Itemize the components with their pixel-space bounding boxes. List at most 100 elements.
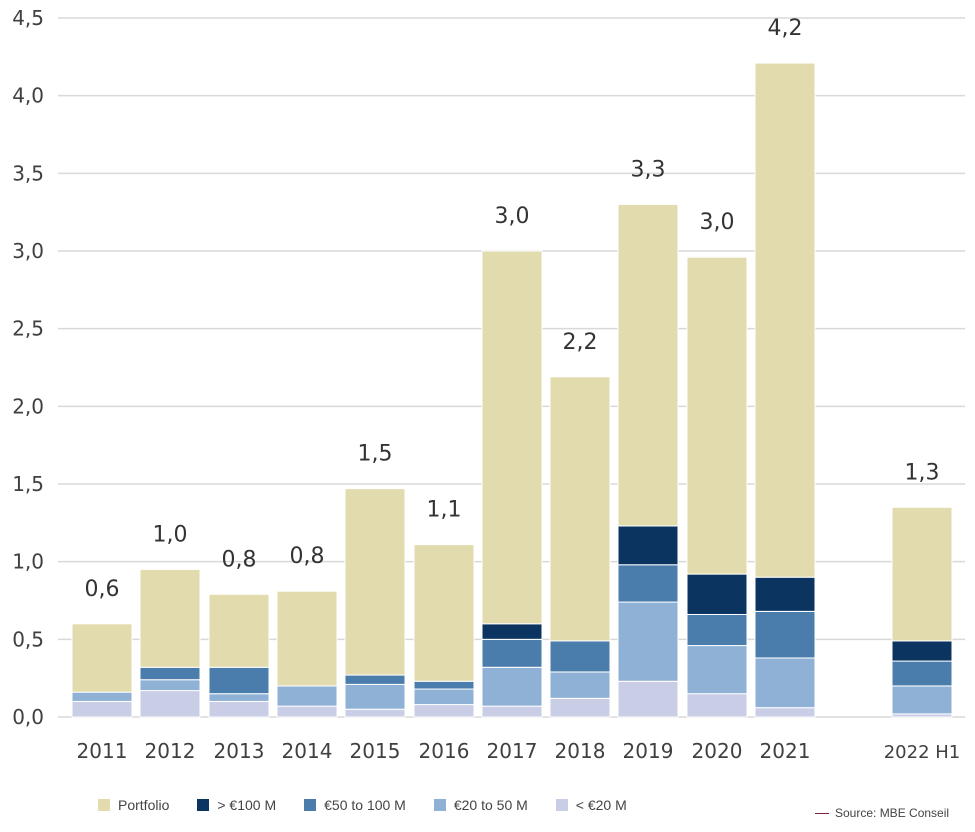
total-label: 2,2: [563, 330, 598, 355]
x-tick-label: 2017: [487, 739, 538, 763]
y-tick-label: 4,5: [12, 6, 44, 30]
bar-segment: [481, 623, 543, 640]
bar-segment: [617, 203, 679, 527]
bar-segment: [413, 544, 475, 682]
bar-segment: [139, 679, 201, 692]
bar-segment: [413, 680, 475, 690]
bar-segment: [139, 666, 201, 681]
bar-segment: [344, 674, 406, 685]
bar-segment: [891, 685, 953, 715]
total-label: 4,2: [768, 16, 803, 41]
x-tick-label: 2012: [145, 739, 196, 763]
total-label: 1,0: [153, 522, 188, 547]
legend: Portfolio > €100 M €50 to 100 M €20 to 5…: [98, 797, 627, 813]
bar-segment: [754, 707, 816, 718]
bar-segment: [686, 573, 748, 615]
bar-segment: [891, 660, 953, 687]
bar-segment: [71, 623, 133, 693]
y-axis: 0,0 0,5 1,0 1,5 2,0 2,5 3,0 3,5 4,0 4,5: [12, 6, 44, 729]
bar-segment: [891, 506, 953, 642]
x-tick-label: 2015: [350, 739, 401, 763]
bar-segment: [276, 590, 338, 687]
total-label: 0,8: [290, 544, 325, 569]
bar-segment: [549, 671, 611, 699]
bar-segment: [754, 576, 816, 612]
total-label: 3,0: [700, 210, 735, 235]
bar-segment: [413, 704, 475, 718]
legend-item-20-to-50m: €20 to 50 M: [433, 797, 528, 813]
legend-item-50-to-100m: €50 to 100 M: [304, 797, 406, 813]
bar-segment: [344, 488, 406, 676]
y-tick-label: 0,0: [12, 705, 44, 729]
bar-segment: [413, 688, 475, 706]
x-tick-label: 2011: [77, 739, 128, 763]
bar-segment: [686, 613, 748, 647]
x-tick-label: 2022 H1: [884, 742, 961, 763]
bar-segment: [891, 640, 953, 662]
x-axis: 2011 2012 2013 2014 2015 2016 2017 2018 2019 2020…: [77, 739, 961, 763]
legend-label-portfolio: Portfolio: [118, 797, 170, 813]
bar-segment: [686, 256, 748, 575]
bar-segment: [481, 705, 543, 718]
total-label: 3,3: [631, 157, 666, 182]
bar-segment: [139, 568, 201, 668]
total-label: 0,6: [85, 577, 120, 602]
bar-segment: [617, 601, 679, 682]
y-tick-label: 2,0: [12, 394, 44, 418]
legend-item-under-20m: < €20 M: [555, 797, 627, 813]
bar-segment: [481, 638, 543, 668]
bar-segment: [549, 376, 611, 642]
y-tick-label: 4,0: [12, 84, 44, 108]
x-tick-label: 2019: [623, 739, 674, 763]
bar-segment: [754, 657, 816, 709]
bar-segment: [208, 700, 270, 718]
legend-swatch-20-to-50m: [433, 799, 446, 811]
source-text: Source: MBE Conseil: [835, 806, 950, 820]
bar-segment: [208, 593, 270, 668]
legend-swatch-under-20m: [555, 799, 568, 811]
total-label: 3,0: [495, 204, 530, 229]
legend-label-50-to-100m: €50 to 100 M: [324, 797, 406, 813]
x-tick-label: 2018: [555, 739, 606, 763]
source-line-marker: [815, 812, 829, 814]
bar-segment: [617, 525, 679, 566]
bar-segment: [754, 610, 816, 659]
x-tick-label: 2013: [214, 739, 265, 763]
legend-item-over-100m: > €100 M: [197, 797, 276, 813]
y-tick-label: 1,0: [12, 550, 44, 574]
legend-swatch-over-100m: [197, 799, 210, 811]
legend-swatch-50-to-100m: [304, 799, 317, 811]
bar-segment: [71, 691, 133, 702]
bar-segment: [139, 690, 201, 718]
total-label: 0,8: [222, 547, 257, 572]
bar-segment: [686, 645, 748, 695]
total-label: 1,5: [358, 442, 393, 467]
bar-segment: [481, 250, 543, 625]
bar-segment: [549, 640, 611, 673]
legend-swatch-portfolio: [98, 799, 110, 811]
x-tick-label: 2014: [282, 739, 333, 763]
bar-segment: [276, 685, 338, 707]
bar-segment: [71, 700, 133, 718]
bar-segment: [686, 693, 748, 718]
bar-segment: [276, 705, 338, 718]
bar-segment: [208, 693, 270, 702]
y-tick-label: 3,5: [12, 161, 44, 185]
y-tick-label: 0,5: [12, 627, 44, 651]
bar-segment: [549, 697, 611, 718]
bar-segment: [344, 683, 406, 710]
bar-segment: [208, 666, 270, 695]
bar-segment: [481, 666, 543, 707]
x-tick-label: 2016: [419, 739, 470, 763]
y-tick-label: 1,5: [12, 472, 44, 496]
total-label: 1,3: [905, 460, 940, 485]
x-tick-label: 2021: [760, 739, 811, 763]
legend-label-over-100m: > €100 M: [217, 797, 277, 813]
stacked-bar-chart: 0,0 0,5 1,0 1,5 2,0 2,5 3,0 3,5 4,0 4,5 0,6 1,0 0,8…: [12, 6, 965, 763]
total-label: 1,1: [427, 498, 462, 523]
bars: [71, 62, 953, 718]
bar-segment: [617, 680, 679, 718]
total-labels: 0,6 1,0 0,8 0,8 1,5 1,1 3,0 2,2 3,3 3,0 4,2 1,3: [85, 16, 940, 602]
y-tick-label: 3,0: [12, 239, 44, 263]
legend-label-20-to-50m: €20 to 50 M: [453, 797, 528, 813]
